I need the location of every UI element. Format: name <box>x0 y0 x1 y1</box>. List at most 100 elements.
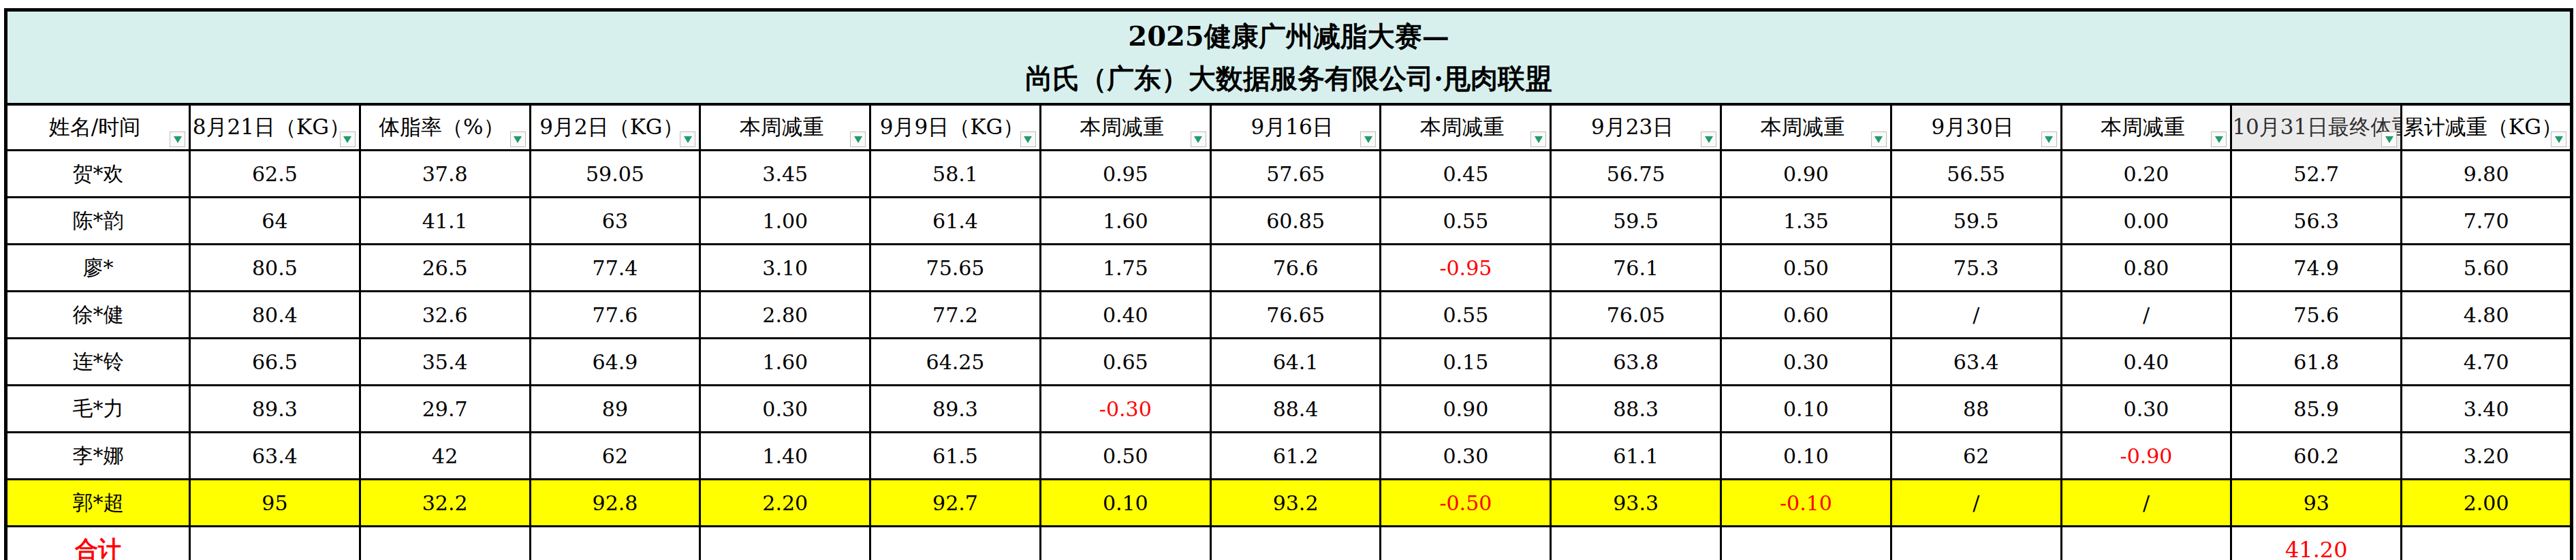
filter-dropdown-button[interactable] <box>2551 131 2566 147</box>
value-cell[interactable]: 56.75 <box>1551 151 1721 198</box>
value-cell[interactable]: 1.60 <box>700 339 870 386</box>
value-cell[interactable]: 61.4 <box>870 198 1041 245</box>
value-cell[interactable]: 59.5 <box>1891 198 2061 245</box>
value-cell[interactable]: 0.95 <box>1040 151 1210 198</box>
value-cell[interactable]: 76.05 <box>1551 292 1721 339</box>
filter-dropdown-button[interactable] <box>340 131 356 147</box>
value-cell[interactable]: 61.2 <box>1210 433 1381 480</box>
total-value-cell[interactable] <box>1891 527 2061 560</box>
total-value-cell[interactable] <box>1721 527 1891 560</box>
participant-name-cell[interactable]: 徐*健 <box>6 292 190 339</box>
participant-name-cell[interactable]: 连*铃 <box>6 339 190 386</box>
value-cell[interactable]: 76.65 <box>1210 292 1381 339</box>
value-cell[interactable]: 29.7 <box>360 386 530 433</box>
value-cell[interactable]: 57.65 <box>1210 151 1381 198</box>
value-cell[interactable]: 80.4 <box>190 292 360 339</box>
filter-dropdown-button[interactable] <box>1020 131 1036 147</box>
total-value-cell[interactable] <box>190 527 360 560</box>
filter-dropdown-button[interactable] <box>1530 131 1546 147</box>
value-cell[interactable]: 60.85 <box>1210 198 1381 245</box>
total-value-cell[interactable] <box>700 527 870 560</box>
value-cell[interactable]: / <box>1891 480 2061 527</box>
value-cell[interactable]: 75.3 <box>1891 245 2061 292</box>
value-cell[interactable]: 74.9 <box>2231 245 2402 292</box>
value-cell[interactable]: 66.5 <box>190 339 360 386</box>
participant-name-cell[interactable]: 陈*韵 <box>6 198 190 245</box>
value-cell[interactable]: 92.8 <box>530 480 700 527</box>
value-cell[interactable]: 1.35 <box>1721 198 1891 245</box>
value-cell[interactable]: 52.7 <box>2231 151 2402 198</box>
value-cell[interactable]: 0.50 <box>1721 245 1891 292</box>
value-cell[interactable]: 64.1 <box>1210 339 1381 386</box>
value-cell[interactable]: 0.20 <box>2061 151 2231 198</box>
total-value-cell[interactable] <box>1040 527 1210 560</box>
value-cell[interactable]: 93.2 <box>1210 480 1381 527</box>
value-cell[interactable]: 58.1 <box>870 151 1041 198</box>
filter-dropdown-button[interactable] <box>2211 131 2227 147</box>
value-cell[interactable]: 63.4 <box>190 433 360 480</box>
value-cell[interactable]: 0.10 <box>1721 386 1891 433</box>
value-cell[interactable]: 61.8 <box>2231 339 2402 386</box>
value-cell[interactable]: 41.1 <box>360 198 530 245</box>
value-cell[interactable]: 88.4 <box>1210 386 1381 433</box>
participant-name-cell[interactable]: 郭*超 <box>6 480 190 527</box>
value-cell[interactable]: -0.95 <box>1381 245 1551 292</box>
total-label-cell[interactable]: 合计 <box>6 527 190 560</box>
value-cell[interactable]: 59.05 <box>530 151 700 198</box>
value-cell[interactable]: / <box>2061 480 2231 527</box>
participant-name-cell[interactable]: 李*娜 <box>6 433 190 480</box>
value-cell[interactable]: / <box>1891 292 2061 339</box>
value-cell[interactable]: 0.55 <box>1381 292 1551 339</box>
value-cell[interactable]: 4.70 <box>2402 339 2572 386</box>
value-cell[interactable]: 2.80 <box>700 292 870 339</box>
value-cell[interactable]: 0.60 <box>1721 292 1891 339</box>
value-cell[interactable]: 77.2 <box>870 292 1041 339</box>
total-value-cell[interactable] <box>1381 527 1551 560</box>
value-cell[interactable]: 35.4 <box>360 339 530 386</box>
value-cell[interactable]: 0.30 <box>1721 339 1891 386</box>
value-cell[interactable]: 0.10 <box>1721 433 1891 480</box>
value-cell[interactable]: 3.20 <box>2402 433 2572 480</box>
value-cell[interactable]: 88 <box>1891 386 2061 433</box>
value-cell[interactable]: 0.55 <box>1381 198 1551 245</box>
value-cell[interactable]: 95 <box>190 480 360 527</box>
value-cell[interactable]: 63 <box>530 198 700 245</box>
value-cell[interactable]: 63.4 <box>1891 339 2061 386</box>
value-cell[interactable]: 0.40 <box>2061 339 2231 386</box>
value-cell[interactable]: 1.40 <box>700 433 870 480</box>
total-value-cell[interactable] <box>1551 527 1721 560</box>
value-cell[interactable]: / <box>2061 292 2231 339</box>
value-cell[interactable]: 64.25 <box>870 339 1041 386</box>
value-cell[interactable]: 32.6 <box>360 292 530 339</box>
value-cell[interactable]: 76.1 <box>1551 245 1721 292</box>
value-cell[interactable]: 77.6 <box>530 292 700 339</box>
value-cell[interactable]: 2.00 <box>2402 480 2572 527</box>
value-cell[interactable]: 64.9 <box>530 339 700 386</box>
filter-dropdown-button[interactable] <box>1701 131 1716 147</box>
value-cell[interactable]: 59.5 <box>1551 198 1721 245</box>
filter-dropdown-button[interactable] <box>850 131 866 147</box>
value-cell[interactable]: 0.65 <box>1040 339 1210 386</box>
value-cell[interactable]: 76.6 <box>1210 245 1381 292</box>
value-cell[interactable]: 0.50 <box>1040 433 1210 480</box>
value-cell[interactable]: 89.3 <box>190 386 360 433</box>
value-cell[interactable]: 9.80 <box>2402 151 2572 198</box>
value-cell[interactable]: 0.40 <box>1040 292 1210 339</box>
filter-dropdown-button[interactable] <box>170 131 185 147</box>
total-value-cell[interactable] <box>1210 527 1381 560</box>
value-cell[interactable]: 1.00 <box>700 198 870 245</box>
value-cell[interactable]: 60.2 <box>2231 433 2402 480</box>
value-cell[interactable]: 77.4 <box>530 245 700 292</box>
total-value-cell[interactable] <box>360 527 530 560</box>
participant-name-cell[interactable]: 毛*力 <box>6 386 190 433</box>
value-cell[interactable]: 3.10 <box>700 245 870 292</box>
filter-dropdown-button[interactable] <box>680 131 695 147</box>
value-cell[interactable]: 62 <box>530 433 700 480</box>
value-cell[interactable]: -0.30 <box>1040 386 1210 433</box>
value-cell[interactable]: 62 <box>1891 433 2061 480</box>
value-cell[interactable]: 88.3 <box>1551 386 1721 433</box>
value-cell[interactable]: -0.90 <box>2061 433 2231 480</box>
value-cell[interactable]: 89 <box>530 386 700 433</box>
value-cell[interactable]: 32.2 <box>360 480 530 527</box>
value-cell[interactable]: 75.6 <box>2231 292 2402 339</box>
